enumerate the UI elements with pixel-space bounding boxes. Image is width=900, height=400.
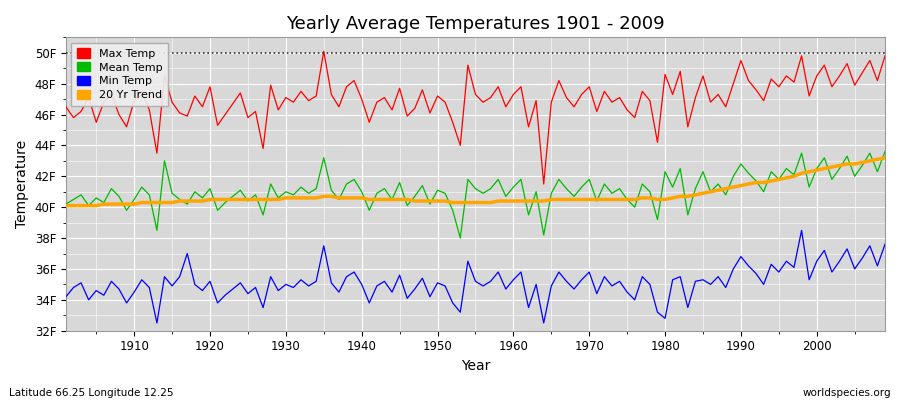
X-axis label: Year: Year: [461, 359, 491, 373]
Legend: Max Temp, Mean Temp, Min Temp, 20 Yr Trend: Max Temp, Mean Temp, Min Temp, 20 Yr Tre…: [71, 43, 168, 106]
Y-axis label: Temperature: Temperature: [15, 140, 29, 228]
Text: Latitude 66.25 Longitude 12.25: Latitude 66.25 Longitude 12.25: [9, 388, 174, 398]
Title: Yearly Average Temperatures 1901 - 2009: Yearly Average Temperatures 1901 - 2009: [286, 15, 665, 33]
Text: worldspecies.org: worldspecies.org: [803, 388, 891, 398]
